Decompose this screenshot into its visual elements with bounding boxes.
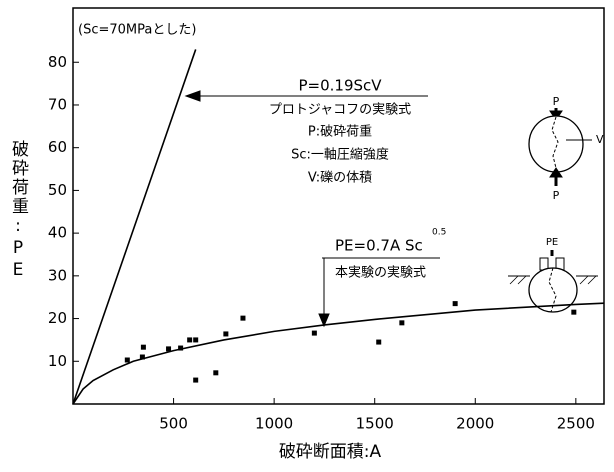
data-point	[141, 345, 146, 350]
annotation: PE=0.7A Sc	[335, 237, 423, 255]
x-axis-label: 破砕断面積:A	[279, 442, 382, 462]
data-point	[178, 346, 183, 351]
x-tick-label: 500	[159, 415, 188, 433]
plot-frame	[73, 8, 604, 404]
annotation: V:礫の体積	[308, 170, 372, 186]
fit-line	[73, 49, 196, 404]
annotation: Sc:一軸圧縮強度	[291, 147, 389, 163]
diagram-experiment	[508, 250, 598, 312]
chart: 破砕断面積:A (Sc=70MPaとした) P=0.19ScV プロトジャコフの…	[0, 0, 614, 472]
data-point	[399, 320, 404, 325]
data-point	[571, 310, 576, 315]
data-point	[193, 337, 198, 342]
diagram-label: P	[553, 95, 560, 108]
diagram-label: V	[596, 133, 604, 146]
fit-line	[73, 303, 604, 404]
annotation: P=0.19ScV	[298, 77, 382, 95]
data-point	[140, 355, 145, 360]
y-tick-label: 40	[48, 224, 67, 242]
x-tick-label: 1500	[356, 415, 394, 433]
x-tick-label: 2000	[456, 415, 494, 433]
annotation: 本実験の実験式	[335, 265, 426, 281]
data-point	[223, 331, 228, 336]
annotation: 0.5	[432, 228, 446, 238]
y-tick-label: 20	[48, 309, 67, 327]
y-tick-label: 50	[48, 181, 67, 199]
annotation: (Sc=70MPaとした)	[78, 23, 196, 38]
annotation: P:破砕荷重	[308, 124, 372, 140]
data-point	[312, 331, 317, 336]
y-tick-label: 70	[48, 95, 67, 113]
y-axis-label: 破砕荷重:PE	[6, 140, 31, 282]
y-tick-label: 30	[48, 266, 67, 284]
x-tick-label: 1000	[255, 415, 293, 433]
y-tick-label: 60	[48, 138, 67, 156]
diagram-prodyakonov	[529, 108, 592, 186]
x-tick-label: 2500	[557, 415, 595, 433]
data-point	[213, 370, 218, 375]
page: 破砕断面積:A (Sc=70MPaとした) P=0.19ScV プロトジャコフの…	[0, 0, 614, 472]
y-tick-label: 80	[48, 53, 67, 71]
data-point	[166, 346, 171, 351]
data-point	[193, 378, 198, 383]
diagram-label: PE	[546, 237, 558, 248]
data-point	[125, 358, 130, 363]
annotation: プロトジャコフの実験式	[269, 102, 411, 118]
data-point	[187, 337, 192, 342]
data-point	[240, 316, 245, 321]
diagram-label: P	[553, 189, 560, 202]
y-tick-label: 10	[48, 352, 67, 370]
data-point	[376, 340, 381, 345]
data-point	[453, 301, 458, 306]
